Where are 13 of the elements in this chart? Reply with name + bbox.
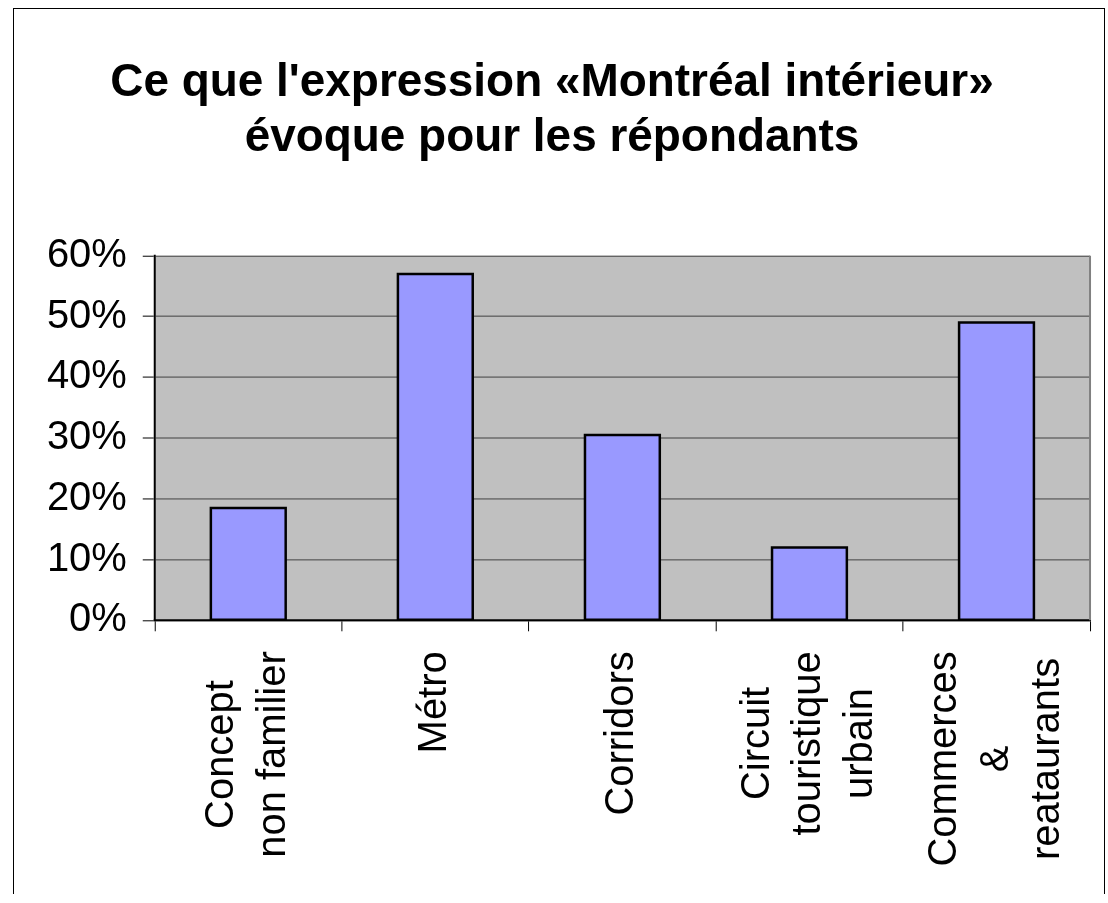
chart-title: Ce que l'expression «Montréal intérieur» évoque pour les répondants <box>110 54 994 162</box>
y-tick-label: 10% <box>46 534 127 579</box>
x-tick-label: Corridors <box>597 651 642 816</box>
y-tick-label: 20% <box>46 473 127 518</box>
y-tick-label: 30% <box>46 413 127 458</box>
x-tick-label: Circuit touristique urbain <box>732 651 881 836</box>
x-tick-label: Commerces & reataurants <box>919 651 1068 867</box>
y-tick-label: 60% <box>46 230 127 275</box>
x-tick-label: Métro <box>410 651 455 754</box>
y-tick-label: 0% <box>69 595 127 640</box>
x-tick-label: Concept non familier <box>197 651 294 858</box>
y-tick-label: 50% <box>46 291 127 336</box>
y-tick-label: 40% <box>46 352 127 397</box>
